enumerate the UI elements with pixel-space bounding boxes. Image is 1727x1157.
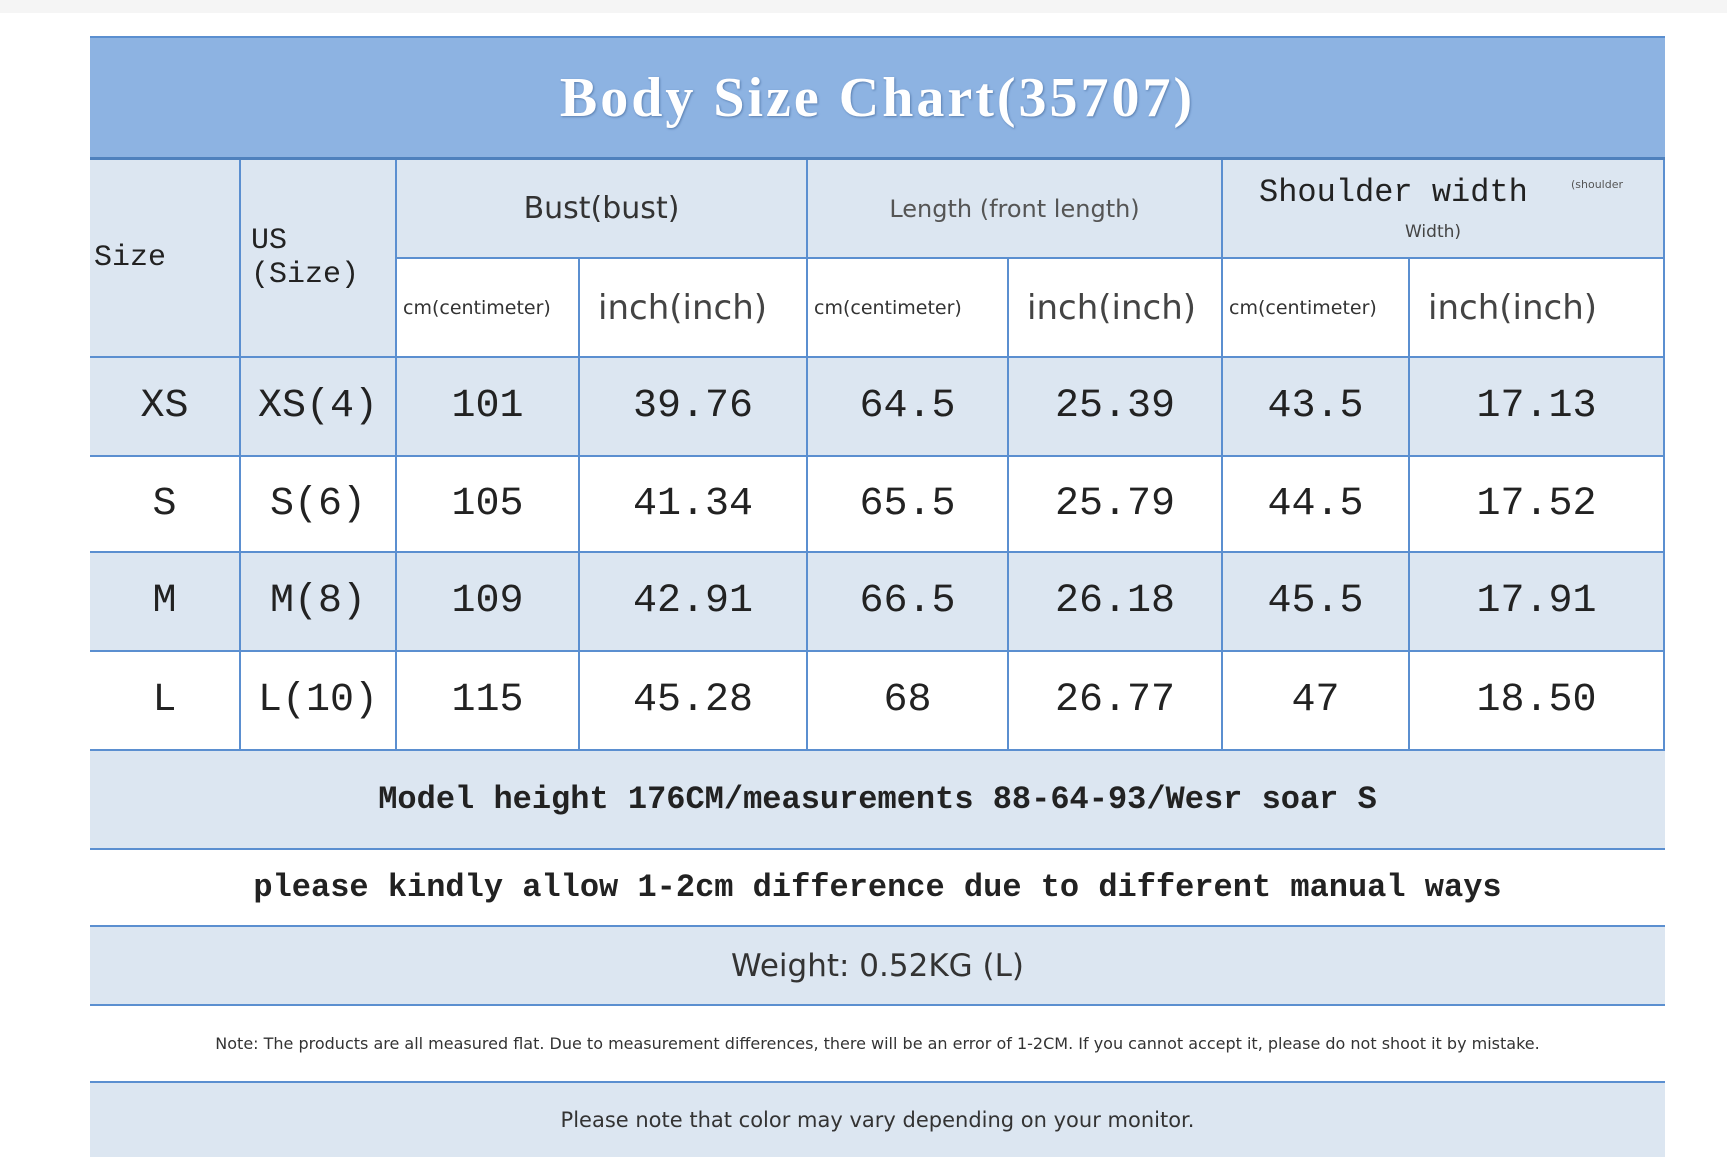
table-cell: 44.5 bbox=[1223, 457, 1410, 553]
table-cell: 101 bbox=[397, 358, 580, 457]
header-unit: inch(inch) bbox=[1410, 259, 1665, 358]
note-row: Weight: 0.52KG (L) bbox=[90, 927, 1665, 1006]
table-cell: L bbox=[90, 652, 241, 751]
table-cell: 17.91 bbox=[1410, 553, 1665, 652]
header-unit: cm(centimeter) bbox=[397, 259, 580, 358]
table-cell: 109 bbox=[397, 553, 580, 652]
table-cell: 43.5 bbox=[1223, 358, 1410, 457]
table-cell: M bbox=[90, 553, 241, 652]
table-cell: 18.50 bbox=[1410, 652, 1665, 751]
header-us-size: US (Size) bbox=[241, 160, 397, 358]
header-size: Size bbox=[90, 160, 241, 358]
header-unit: cm(centimeter) bbox=[808, 259, 1009, 358]
table-cell: S bbox=[90, 457, 241, 553]
note-row: Note: The products are all measured flat… bbox=[90, 1006, 1665, 1083]
table-cell: 66.5 bbox=[808, 553, 1009, 652]
header-group: Length (front length) bbox=[808, 160, 1223, 259]
header-us-line: US bbox=[251, 224, 288, 258]
table-cell: 105 bbox=[397, 457, 580, 553]
table-cell: 42.91 bbox=[580, 553, 808, 652]
header-group-note: Width) bbox=[1405, 222, 1462, 242]
note-row: please kindly allow 1-2cm difference due… bbox=[90, 850, 1665, 927]
table-cell: 45.28 bbox=[580, 652, 808, 751]
note-row: Please note that color may vary dependin… bbox=[90, 1083, 1665, 1157]
table-cell: 41.34 bbox=[580, 457, 808, 553]
table-cell: 17.52 bbox=[1410, 457, 1665, 553]
header-unit: inch(inch) bbox=[580, 259, 808, 358]
table-cell: 68 bbox=[808, 652, 1009, 751]
header-group: Shoulder width (shoulder Width) bbox=[1223, 160, 1665, 259]
header-unit: cm(centimeter) bbox=[1223, 259, 1410, 358]
header-unit: inch(inch) bbox=[1009, 259, 1223, 358]
header-group: Bust(bust) bbox=[397, 160, 808, 259]
table-cell: 25.39 bbox=[1009, 358, 1223, 457]
table-cell: 25.79 bbox=[1009, 457, 1223, 553]
table-cell: 65.5 bbox=[808, 457, 1009, 553]
table-cell: XS bbox=[90, 358, 241, 457]
header-us-line: (Size) bbox=[251, 258, 360, 292]
table-cell: 17.13 bbox=[1410, 358, 1665, 457]
table-cell: 64.5 bbox=[808, 358, 1009, 457]
table-cell: S(6) bbox=[241, 457, 397, 553]
table-cell: 47 bbox=[1223, 652, 1410, 751]
note-row: Model height 176CM/measurements 88-64-93… bbox=[90, 751, 1665, 850]
table-title: Body Size Chart(35707) bbox=[90, 36, 1665, 160]
header-group-note: (shoulder bbox=[1570, 178, 1623, 191]
table-cell: M(8) bbox=[241, 553, 397, 652]
table-cell: 45.5 bbox=[1223, 553, 1410, 652]
table-cell: L(10) bbox=[241, 652, 397, 751]
table-cell: XS(4) bbox=[241, 358, 397, 457]
table-cell: 39.76 bbox=[580, 358, 808, 457]
top-bar bbox=[0, 0, 1727, 13]
table-cell: 26.18 bbox=[1009, 553, 1223, 652]
header-group-label: Shoulder width bbox=[1259, 174, 1528, 211]
table-cell: 115 bbox=[397, 652, 580, 751]
table-cell: 26.77 bbox=[1009, 652, 1223, 751]
